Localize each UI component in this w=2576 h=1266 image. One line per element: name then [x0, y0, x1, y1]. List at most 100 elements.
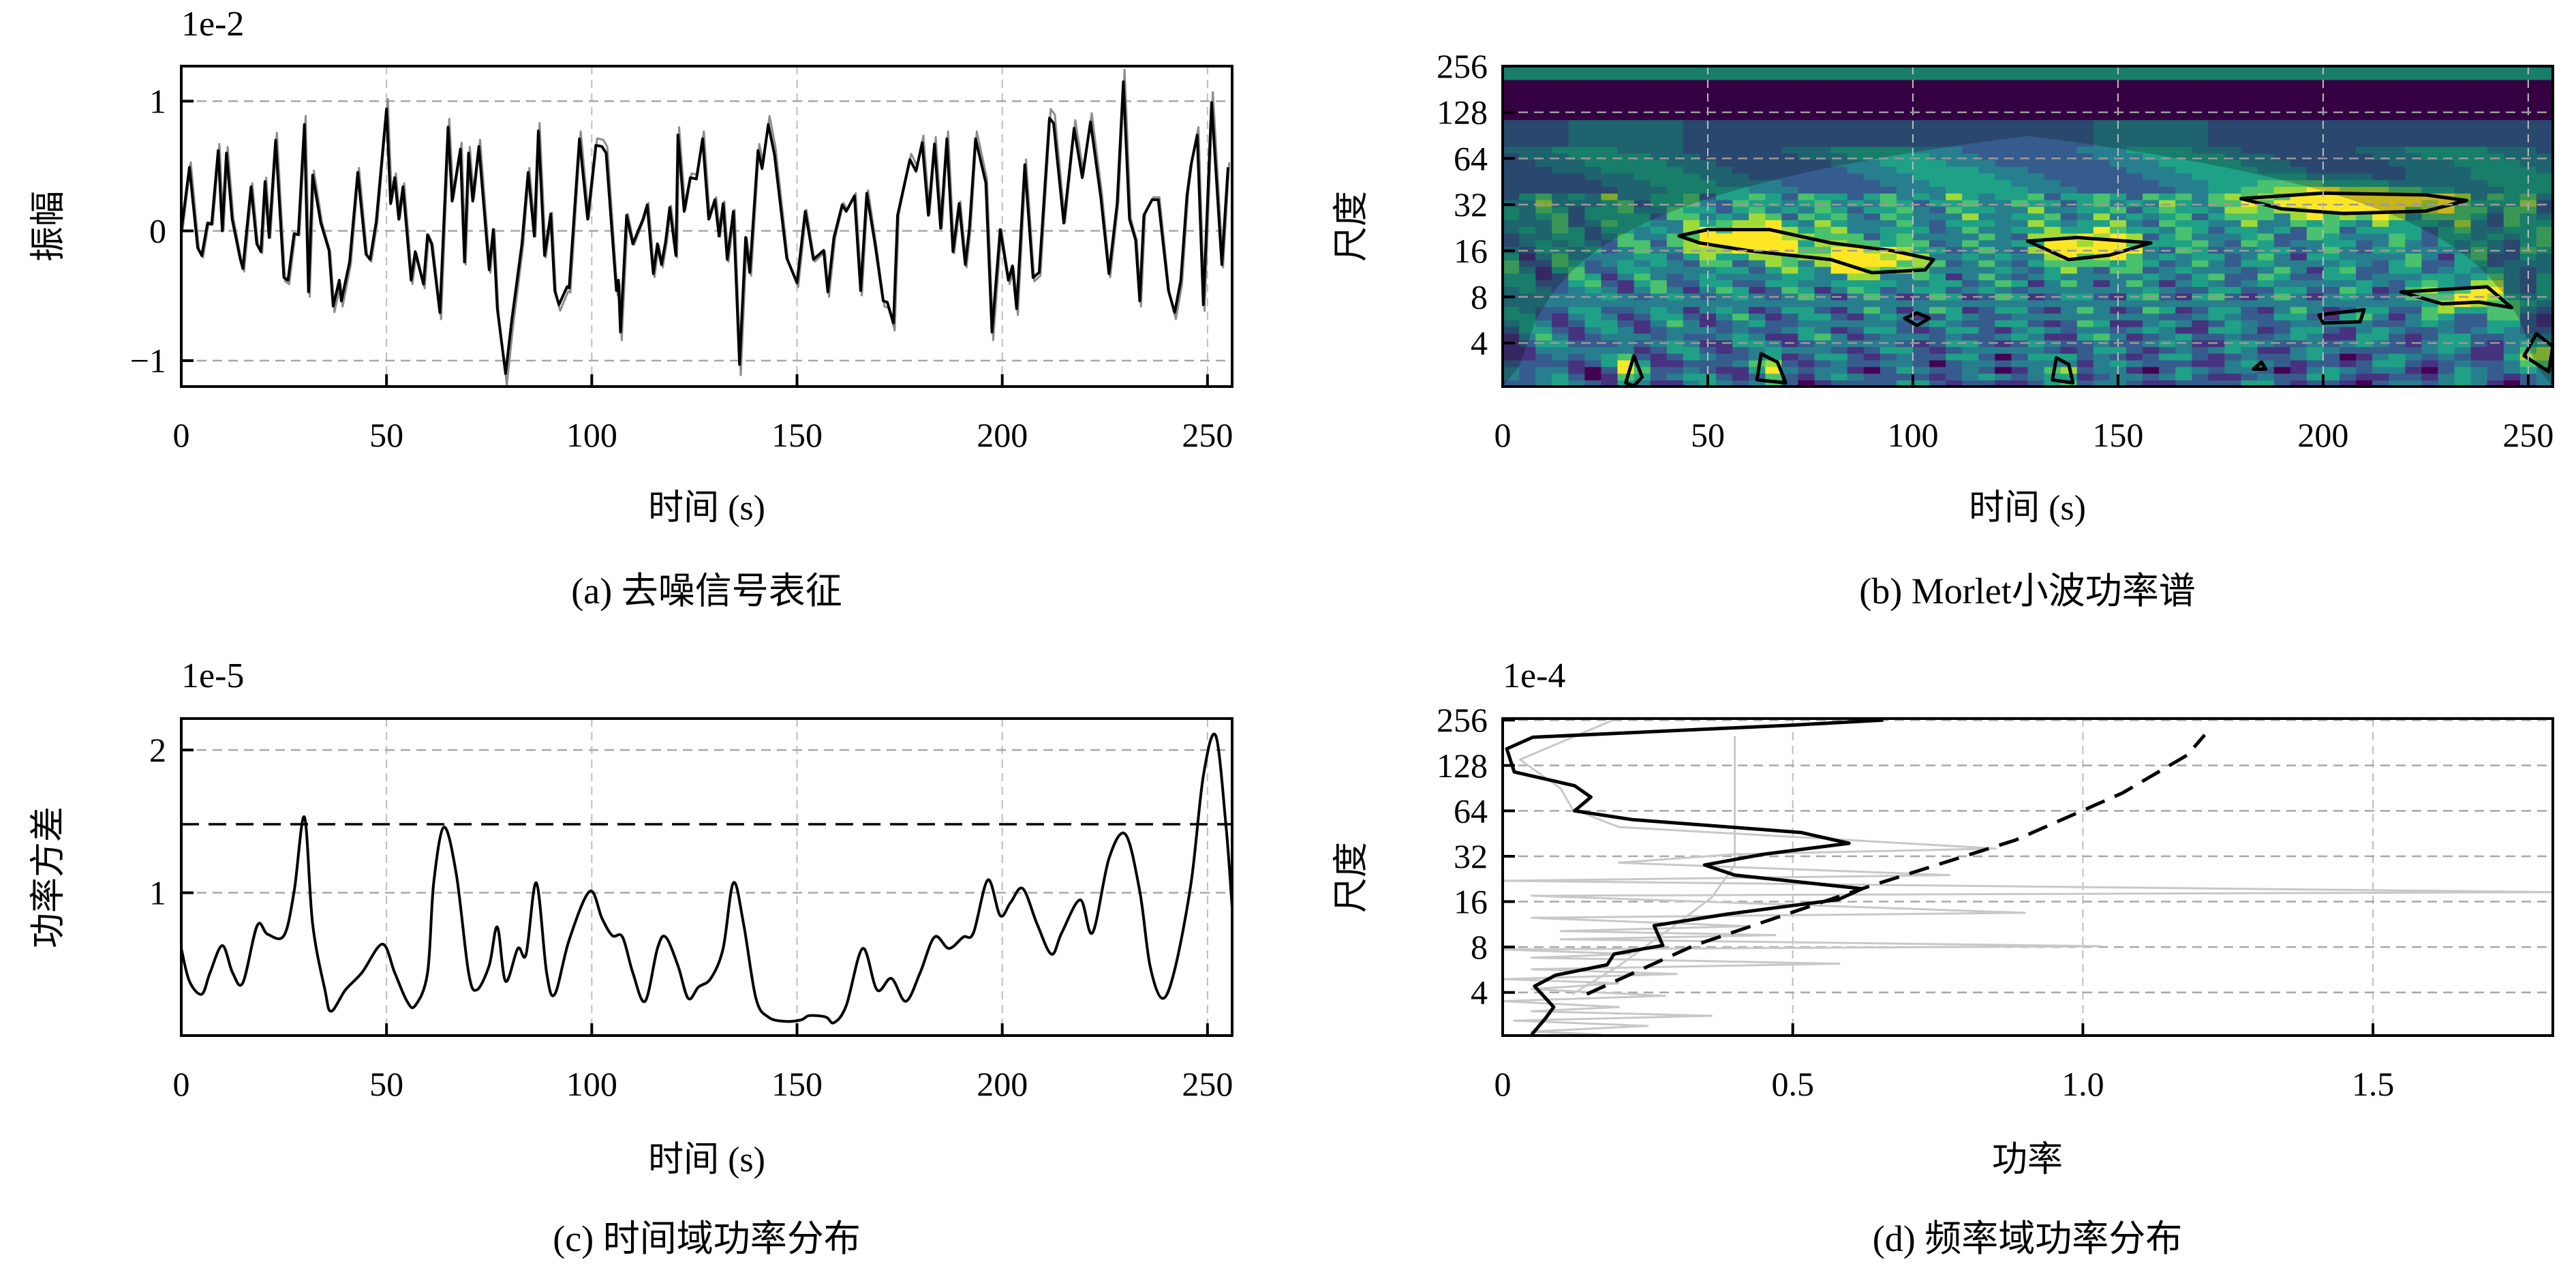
heatmap-cell: [2322, 126, 2340, 134]
heatmap-cell: [1929, 193, 1946, 200]
heatmap-cell: [2208, 320, 2226, 327]
heatmap-cell: [1650, 232, 1668, 241]
y-tick-label: 8: [1471, 928, 1488, 966]
heatmap-cell: [1880, 79, 1897, 87]
heatmap-cell: [2143, 232, 2160, 241]
heatmap-cell: [2192, 186, 2209, 194]
heatmap-cell: [1617, 160, 1635, 167]
heatmap-cell: [2192, 326, 2209, 334]
heatmap-cell: [2340, 112, 2357, 121]
heatmap-cell: [2060, 79, 2078, 87]
x-tick-label: 150: [2092, 416, 2143, 454]
heatmap-cell: [2405, 353, 2423, 361]
heatmap-cell: [1732, 166, 1749, 174]
heatmap-cell: [1962, 153, 1980, 160]
heatmap-cell: [2503, 126, 2521, 134]
heatmap-cell: [1880, 153, 1897, 160]
heatmap-cell: [2241, 340, 2258, 348]
heatmap-cell: [1781, 93, 1799, 100]
significance-contour: [1624, 354, 1644, 387]
heatmap-cell: [2536, 226, 2553, 234]
heatmap-cell: [1929, 126, 1946, 134]
heatmap-cell: [2093, 366, 2111, 374]
heatmap-cell: [1584, 380, 1602, 387]
heatmap-cell: [1503, 253, 1520, 260]
heatmap-cell: [1978, 232, 1996, 241]
heatmap-cell: [2438, 106, 2455, 114]
heatmap-cell: [1847, 306, 1865, 314]
heatmap-cell: [1503, 213, 1520, 220]
x-tick-label: 250: [1182, 1065, 1233, 1103]
heatmap-cell: [2027, 79, 2045, 87]
heatmap-cell: [2143, 226, 2160, 234]
heatmap-cell: [1568, 126, 1586, 134]
heatmap-cell: [2438, 333, 2455, 341]
heatmap-cell: [1584, 119, 1602, 127]
heatmap-cell: [2192, 206, 2209, 214]
heatmap-cell: [2454, 206, 2472, 214]
heatmap-cell: [2536, 273, 2553, 281]
heatmap-cell: [1896, 206, 1914, 214]
heatmap-cell: [1913, 226, 1930, 234]
heatmap-cell: [1634, 299, 1651, 307]
heatmap-cell: [1765, 373, 1783, 380]
heatmap-cell: [2372, 193, 2389, 200]
heatmap-cell: [1765, 193, 1783, 200]
heatmap-cell: [1617, 226, 1635, 234]
heatmap-cell: [2438, 79, 2455, 87]
heatmap-cell: [1978, 86, 1996, 93]
heatmap-cell: [2011, 106, 2029, 114]
heatmap-cell: [1995, 93, 2012, 100]
heatmap-cell: [1781, 220, 1799, 227]
heatmap-cell: [2257, 132, 2275, 140]
heatmap-cell: [1666, 366, 1684, 374]
heatmap-cell: [2356, 186, 2373, 194]
heatmap-cell: [2503, 86, 2521, 93]
heatmap-cell: [2011, 220, 2029, 227]
heatmap-cell: [1749, 239, 1766, 247]
heatmap-cell: [2454, 380, 2472, 387]
heatmap-cell: [2405, 132, 2423, 140]
heatmap-cell: [1699, 306, 1717, 314]
heatmap-cell: [2487, 306, 2504, 314]
heatmap-cell: [1929, 253, 1946, 260]
heatmap-cell: [2257, 226, 2275, 234]
heatmap-cell: [2322, 333, 2340, 341]
heatmap-cell: [2306, 93, 2324, 100]
heatmap-cell: [1552, 239, 1569, 247]
heatmap-cell: [1847, 199, 1865, 207]
heatmap-cell: [1946, 186, 1963, 194]
heatmap-cell: [2356, 232, 2373, 241]
heatmap-cell: [2060, 253, 2078, 260]
heatmap-cell: [1552, 79, 1569, 87]
series-line: [181, 732, 1232, 1025]
heatmap-cell: [2011, 153, 2029, 160]
heatmap-cell: [2126, 299, 2143, 307]
heatmap-cell: [1601, 359, 1619, 367]
heatmap-cell: [2487, 333, 2504, 341]
heatmap-cell: [2306, 239, 2324, 247]
heatmap-cell: [1617, 220, 1635, 227]
heatmap-cell: [1765, 160, 1783, 167]
heatmap-cell: [2076, 100, 2094, 107]
heatmap-cell: [2257, 112, 2275, 121]
heatmap-cell: [2503, 226, 2521, 234]
heatmap-cell: [2241, 246, 2258, 254]
heatmap-cell: [2093, 179, 2111, 187]
heatmap-cell: [2224, 232, 2242, 241]
heatmap-cell: [2322, 146, 2340, 154]
heatmap-cell: [1880, 160, 1897, 167]
heatmap-cell: [1978, 306, 1996, 314]
heatmap-cell: [1781, 126, 1799, 134]
heatmap-cell: [1617, 232, 1635, 241]
heatmap-cell: [2372, 380, 2389, 387]
heatmap-cell: [2503, 112, 2521, 121]
heatmap-cell: [1666, 353, 1684, 361]
heatmap-cell: [2273, 232, 2291, 241]
heatmap-cell: [2536, 333, 2553, 341]
heatmap-cell: [1863, 266, 1881, 274]
series-line: [1503, 719, 2553, 1036]
heatmap-cell: [1683, 266, 1700, 274]
heatmap-cell: [1666, 79, 1684, 87]
heatmap-cell: [2241, 72, 2258, 80]
